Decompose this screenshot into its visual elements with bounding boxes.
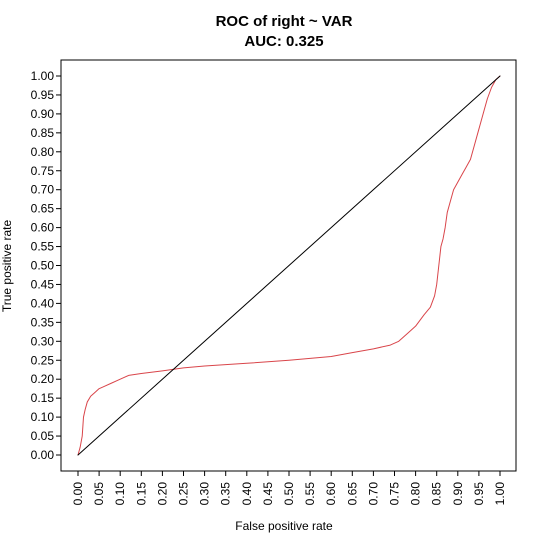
x-tick-label: 0.40: [240, 482, 254, 506]
y-tick-label: 0.85: [31, 126, 55, 140]
y-tick-label: 0.05: [31, 429, 55, 443]
x-axis: 0.00 0.05 0.10 0.15 0.20 0.25 0.30 0.35 0.40 0.45…: [71, 471, 507, 505]
y-tick-label: 0.40: [31, 296, 55, 310]
x-tick-label: 0.65: [345, 482, 359, 506]
x-tick-label: 0.45: [261, 482, 275, 506]
x-tick-label: 0.85: [430, 482, 444, 506]
y-tick-label: 0.55: [31, 240, 55, 254]
y-tick-label: 0.35: [31, 315, 55, 329]
x-tick-label: 0.50: [282, 482, 296, 506]
roc-curve-line: [77, 75, 501, 456]
x-tick-label: 0.10: [113, 482, 127, 506]
x-tick-label: 0.75: [388, 482, 402, 506]
y-tick-label: 1.00: [31, 69, 55, 83]
x-tick-label: 0.00: [71, 482, 85, 506]
y-tick-label: 0.10: [31, 410, 55, 424]
chart-subtitle: AUC: 0.325: [244, 33, 323, 50]
x-tick-label: 1.00: [493, 482, 507, 506]
y-tick-label: 0.45: [31, 277, 55, 291]
x-tick-label: 0.60: [324, 482, 338, 506]
x-tick-label: 0.95: [472, 482, 486, 506]
y-tick-label: 0.50: [31, 259, 55, 273]
y-axis: 0.00 0.05 0.10 0.15 0.20 0.25 0.30 0.35 0.40 0.45…: [31, 69, 61, 462]
y-tick-label: 0.00: [31, 448, 55, 462]
x-tick-label: 0.70: [366, 482, 380, 506]
y-axis-label: True positive rate: [0, 220, 14, 313]
x-tick-label: 0.35: [219, 482, 233, 506]
diagonal-reference-line: [77, 75, 501, 456]
x-tick-label: 0.15: [134, 482, 148, 506]
x-tick-label: 0.90: [451, 482, 465, 506]
x-tick-label: 0.25: [177, 482, 191, 506]
x-tick-label: 0.30: [198, 482, 212, 506]
y-tick-label: 0.80: [31, 145, 55, 159]
y-tick-label: 0.20: [31, 372, 55, 386]
series-layer: [77, 75, 501, 456]
y-tick-label: 0.95: [31, 88, 55, 102]
x-tick-label: 0.80: [409, 482, 423, 506]
y-tick-label: 0.75: [31, 164, 55, 178]
x-tick-label: 0.55: [303, 482, 317, 506]
y-tick-label: 0.25: [31, 353, 55, 367]
y-tick-label: 0.70: [31, 183, 55, 197]
y-tick-label: 0.30: [31, 334, 55, 348]
chart-title: ROC of right ~ VAR: [216, 13, 353, 30]
y-tick-label: 0.60: [31, 221, 55, 235]
y-tick-label: 0.65: [31, 202, 55, 216]
x-axis-label: False positive rate: [235, 519, 333, 533]
x-tick-label: 0.05: [92, 482, 106, 506]
x-tick-label: 0.20: [155, 482, 169, 506]
y-tick-label: 0.15: [31, 391, 55, 405]
y-tick-label: 0.90: [31, 107, 55, 121]
